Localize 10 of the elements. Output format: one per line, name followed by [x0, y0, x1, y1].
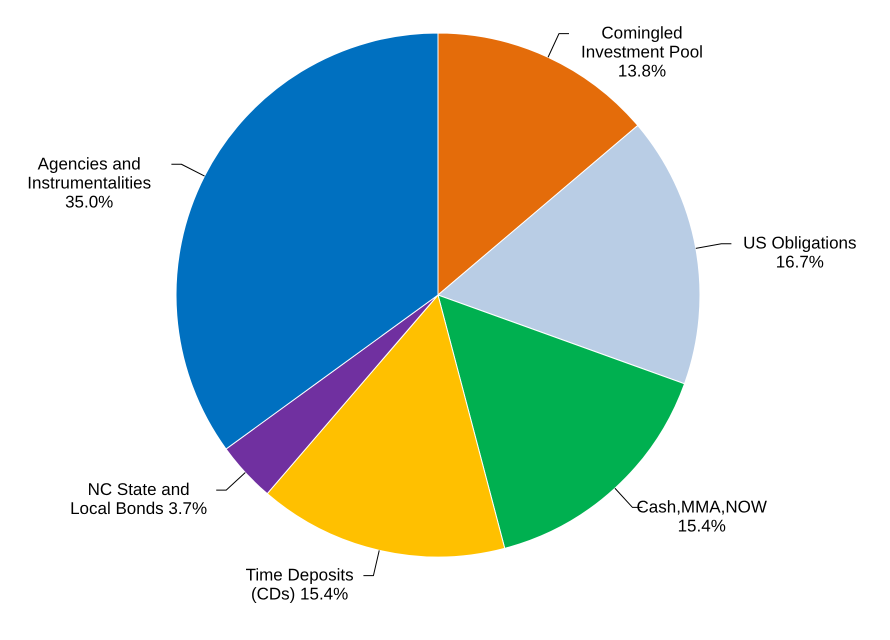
data-label: 13.8%	[618, 62, 666, 81]
slice-label: NC State and Local Bonds 3.7%	[70, 480, 208, 518]
data-label: 15.4%	[678, 516, 726, 536]
slice-label: Cash,MMA,NOW	[636, 497, 767, 516]
slice-label: US Obligations	[743, 234, 856, 253]
data-label: 16.7%	[776, 252, 824, 272]
slice-label: Comingled Investment Pool	[581, 24, 703, 62]
data-label: 35.0%	[65, 192, 114, 212]
slice-label: Agencies and Instrumentalities	[27, 154, 152, 192]
slice-label: Time Deposits (CDs) 15.4%	[246, 566, 354, 604]
